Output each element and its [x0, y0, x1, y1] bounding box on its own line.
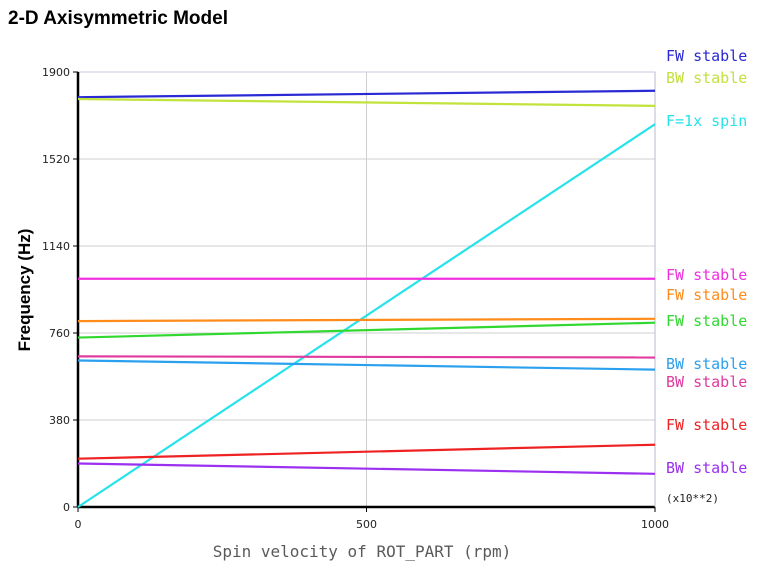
legend-entry: BW stable [666, 373, 747, 391]
legend-entry: FW stable [666, 47, 747, 65]
grid-lines [77, 71, 656, 508]
legend-entry: FW stable [666, 286, 747, 304]
tick-labels: 0 380 760 1140 1520 1900 0 500 1000 [42, 66, 669, 531]
legend-entry: FW stable [666, 312, 747, 330]
y-tick-label: 1140 [42, 240, 70, 253]
series-line [77, 443, 656, 460]
legend: FW stable BW stable F=1x spin FW stable FW s… [666, 47, 747, 477]
legend-entry: BW stable [666, 69, 747, 87]
series-line [77, 462, 656, 475]
legend-entry: BW stable [666, 459, 747, 477]
series-lines [77, 89, 656, 508]
series-line [77, 97, 656, 107]
legend-entry: FW stable [666, 416, 747, 434]
axes [73, 71, 656, 512]
y-tick-label: 1900 [42, 66, 70, 79]
legend-entry: F=1x spin [666, 112, 747, 130]
x-tick-label: 0 [75, 518, 82, 531]
series-line [77, 359, 656, 371]
series-line [77, 355, 656, 359]
legend-entry: FW stable [666, 266, 747, 284]
x-tick-label: 500 [356, 518, 377, 531]
x-tick-label: 1000 [641, 518, 669, 531]
y-axis-label: Frequency (Hz) [15, 229, 34, 352]
legend-entry: BW stable [666, 355, 747, 373]
y-tick-label: 380 [49, 414, 70, 427]
chart-title: 2-D Axisymmetric Model [8, 8, 228, 29]
x-scale-note: (x10**2) [666, 492, 719, 505]
y-tick-label: 0 [63, 501, 70, 514]
x-axis-label: Spin velocity of ROT_PART (rpm) [213, 542, 512, 561]
y-tick-label: 1520 [42, 153, 70, 166]
series-line [77, 123, 656, 508]
series-line [77, 317, 656, 323]
y-tick-label: 760 [49, 327, 70, 340]
series-line [77, 89, 656, 99]
series-line [77, 321, 656, 339]
